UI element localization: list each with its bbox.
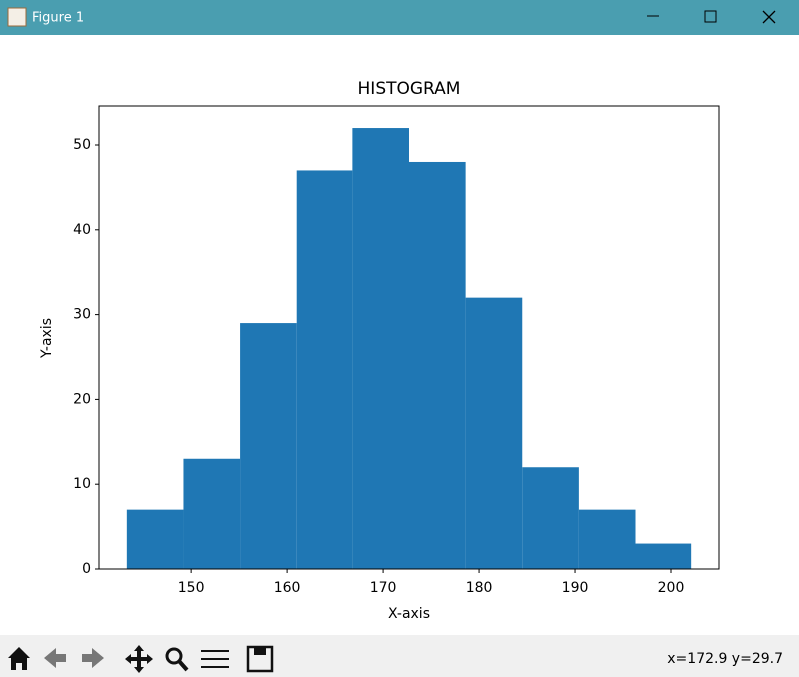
x-axis-label: X-axis (388, 606, 430, 622)
y-tick-label: 40 (73, 222, 91, 238)
toolbar (0, 635, 799, 677)
bar (522, 467, 579, 569)
y-tick-label: 20 (73, 391, 91, 407)
bar (126, 509, 184, 569)
x-tick-label: 200 (658, 580, 685, 596)
bar (183, 458, 241, 569)
bar (465, 297, 523, 569)
status-text: x=172.9 y=29.7 (667, 651, 783, 667)
maximize-button[interactable] (704, 10, 717, 23)
y-tick-label: 30 (73, 307, 91, 323)
bar (240, 323, 297, 569)
configure-button[interactable] (201, 650, 229, 668)
axes-frame (98, 105, 720, 570)
bar (409, 161, 466, 569)
back-button[interactable] (44, 648, 66, 668)
bar (296, 170, 353, 569)
title-bar (0, 0, 799, 35)
close-button[interactable] (762, 10, 776, 24)
pan-button[interactable] (125, 645, 153, 673)
bar (578, 509, 636, 569)
save-button[interactable] (246, 645, 274, 673)
zoom-button[interactable] (165, 647, 183, 665)
app-icon (7, 7, 27, 27)
save-icon-part (254, 648, 266, 655)
x-tick-label: 180 (466, 580, 493, 596)
y-tick-label: 50 (73, 137, 91, 153)
zoom-handle (177, 659, 189, 672)
window-title: Figure 1 (32, 11, 84, 26)
chart-title: HISTOGRAM (358, 79, 461, 99)
x-tick-label: 150 (178, 580, 205, 596)
x-tick-label: 190 (562, 580, 589, 596)
bar (635, 543, 692, 569)
toolbar-buttons (8, 645, 274, 673)
bar (352, 128, 409, 570)
y-tick-label: 10 (73, 476, 91, 492)
home-button[interactable] (8, 647, 30, 670)
y-tick-label: 0 (82, 561, 91, 577)
y-axis-label: Y-axis (39, 318, 55, 359)
x-tick-label: 160 (274, 580, 301, 596)
x-tick-label: 170 (370, 580, 397, 596)
forward-button[interactable] (82, 648, 104, 668)
